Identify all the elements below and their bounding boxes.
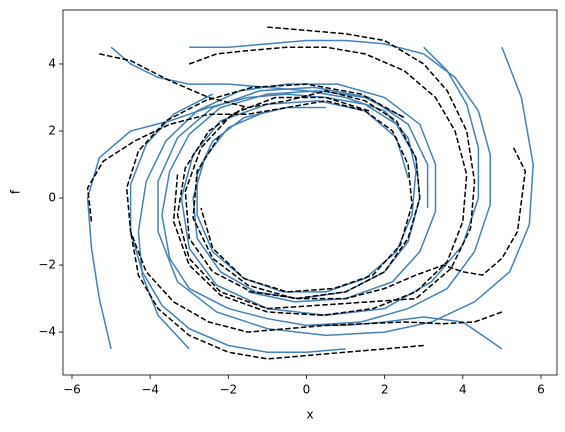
y-tick-label: 2 (48, 123, 56, 137)
trajectory (161, 90, 503, 350)
x-tick-label: −2 (219, 383, 237, 397)
y-tick-label: −4 (38, 325, 56, 339)
trajectory (86, 100, 413, 293)
y-tick-label: 4 (48, 56, 56, 70)
y-axis-label: f (9, 189, 23, 194)
trajectory (137, 83, 437, 350)
x-axis-label: x (306, 408, 313, 422)
trajectory (129, 231, 424, 360)
x-tick-label: −4 (141, 383, 159, 397)
trajectory (110, 46, 417, 293)
x-tick-label: 2 (381, 383, 389, 397)
x-tick-label: 6 (537, 383, 545, 397)
trajectory (125, 83, 503, 333)
plot-frame (62, 9, 558, 376)
x-tick-label: 4 (459, 383, 467, 397)
y-tick-label: 0 (48, 191, 56, 205)
trajectory (184, 96, 527, 300)
trajectory (189, 39, 491, 327)
y-tick-label: −2 (38, 258, 56, 272)
trajectory (180, 46, 480, 317)
trajectory (157, 46, 534, 337)
x-tick-label: −6 (63, 383, 81, 397)
x-tick-label: 0 (303, 383, 311, 397)
trajectory (129, 93, 346, 353)
trajectory (86, 93, 421, 350)
trajectory (176, 26, 476, 310)
trajectory (172, 46, 468, 317)
